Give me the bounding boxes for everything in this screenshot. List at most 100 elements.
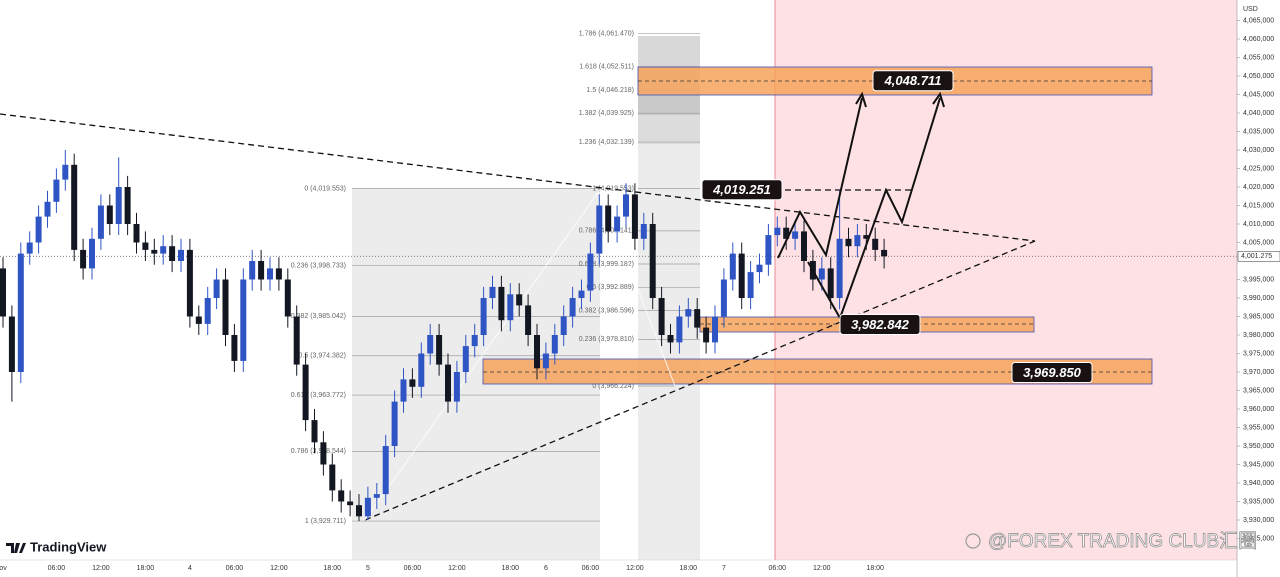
candle-body [400,379,407,402]
y-tick-label: 3,950,000 [1243,443,1274,450]
candle-body [569,298,576,317]
candle-body [347,501,354,506]
y-tick-label: 3,940,000 [1243,480,1274,487]
candle-body [115,187,122,224]
candle-body [872,238,879,250]
watermark: @FOREX TRADING CLUB汇圈 [965,530,1257,552]
candle-body [71,164,78,250]
annotations: 4,048.711 4,019.251 3,982.842 3,969.850 [701,70,1093,384]
candle-body [729,253,736,280]
fib-label: 0 (3,966.224) [592,383,634,390]
candle-body [373,494,380,498]
x-tick-label: 12:00 [813,565,831,572]
candle-body [356,505,362,517]
price-callout-label: 4,019.251 [712,182,771,197]
candle-body [676,316,683,343]
x-tick-label: 12:00 [626,565,644,572]
candle-body [712,316,718,343]
price-callout [701,179,783,201]
fib-label: 0.618 (3,963.772) [291,392,346,399]
candle-body [560,316,567,335]
x-tick-label: 06:00 [582,565,600,572]
candle-body [605,205,612,232]
candle-body [364,497,371,517]
x-tick-label: 12:00 [270,565,288,572]
candle-body [195,316,202,324]
candle-body [792,231,799,239]
fib-label: 1 (3,929.711) [305,518,346,525]
price-callout-label: 4,048.711 [884,73,942,88]
candle-body [836,238,843,298]
projection-path [777,97,863,259]
candle-body [302,364,309,421]
fib-label: 0.618 (3,999.182) [579,261,634,268]
candle-body [516,294,523,306]
candle-body [845,238,852,247]
candle-body [160,246,167,254]
y-tick-label: 3,995,000 [1243,276,1274,283]
candle-body [267,268,273,280]
y-tick-label: 3,925,000 [1243,535,1274,542]
fib-label: 1.5 (4,046.218) [587,87,634,94]
candle-body [240,279,247,361]
y-tick-label: 3,980,000 [1243,332,1274,339]
y-tick-label: 4,050,000 [1243,73,1274,80]
y-tick-label: 3,945,000 [1243,461,1274,468]
candle-body [685,309,692,317]
candle-body [35,216,42,243]
x-tick-label: 06:00 [48,565,66,572]
x-tick-label: 4 [188,565,192,572]
y-tick-label: 4,060,000 [1243,36,1274,43]
y-tick-label: 4,015,000 [1243,202,1274,209]
y-tick-label: 3,965,000 [1243,387,1274,394]
candle-body [26,242,33,254]
candle-body [658,298,665,335]
x-tick-label: 06:00 [404,565,422,572]
candle-body [231,335,238,361]
y-tick-label: 4,010,000 [1243,221,1274,228]
candle-body [480,298,487,335]
candle-body [489,286,496,298]
candle-body [614,216,621,232]
candle-body [667,335,674,343]
x-tick-label: 6 [544,565,548,572]
candle-body [542,353,549,369]
candle-body [124,187,131,224]
candle-body [0,268,6,317]
price-callout [839,313,921,335]
candle-body [471,335,478,347]
candle-body [186,249,193,317]
candle-body [534,335,540,369]
candle-body [106,205,113,224]
candle-body [596,205,603,254]
price-callout-label: 3,982.842 [851,317,910,332]
trendline-upper [0,113,1036,242]
x-tick-label: 18:00 [866,565,884,572]
fib-anchor-line [599,189,700,387]
fib-label: 1.236 (4,032.139) [579,139,634,146]
fib-label: 0.382 (3,986.596) [579,307,634,314]
x-tick-label: 7 [722,565,726,572]
y-tick-label: 4,040,000 [1243,110,1274,117]
y-tick-label: 3,960,000 [1243,406,1274,413]
candle-body [89,238,95,269]
candle-body [97,205,104,239]
y-tick-label: 3,975,000 [1243,350,1274,357]
price-callout [872,70,954,92]
fib-label: 1.382 (4,039.925) [579,110,634,117]
candle-body [827,268,834,298]
fib-label: 0 (4,019.553) [304,185,346,192]
candle-body [409,379,416,387]
candle-body [765,235,772,265]
candle-body [551,335,558,354]
last-price-label: 4,001.275 [1241,253,1272,260]
fib-label: 0.236 (3,998.733) [291,263,346,270]
candle-body [854,235,861,247]
y-tick-label: 4,055,000 [1243,54,1274,61]
candle-body [338,490,345,502]
trendline-lower [364,240,1036,521]
trendlines [0,113,1036,521]
candle-body [427,335,434,354]
y-tick-label: 4,065,000 [1243,17,1274,24]
